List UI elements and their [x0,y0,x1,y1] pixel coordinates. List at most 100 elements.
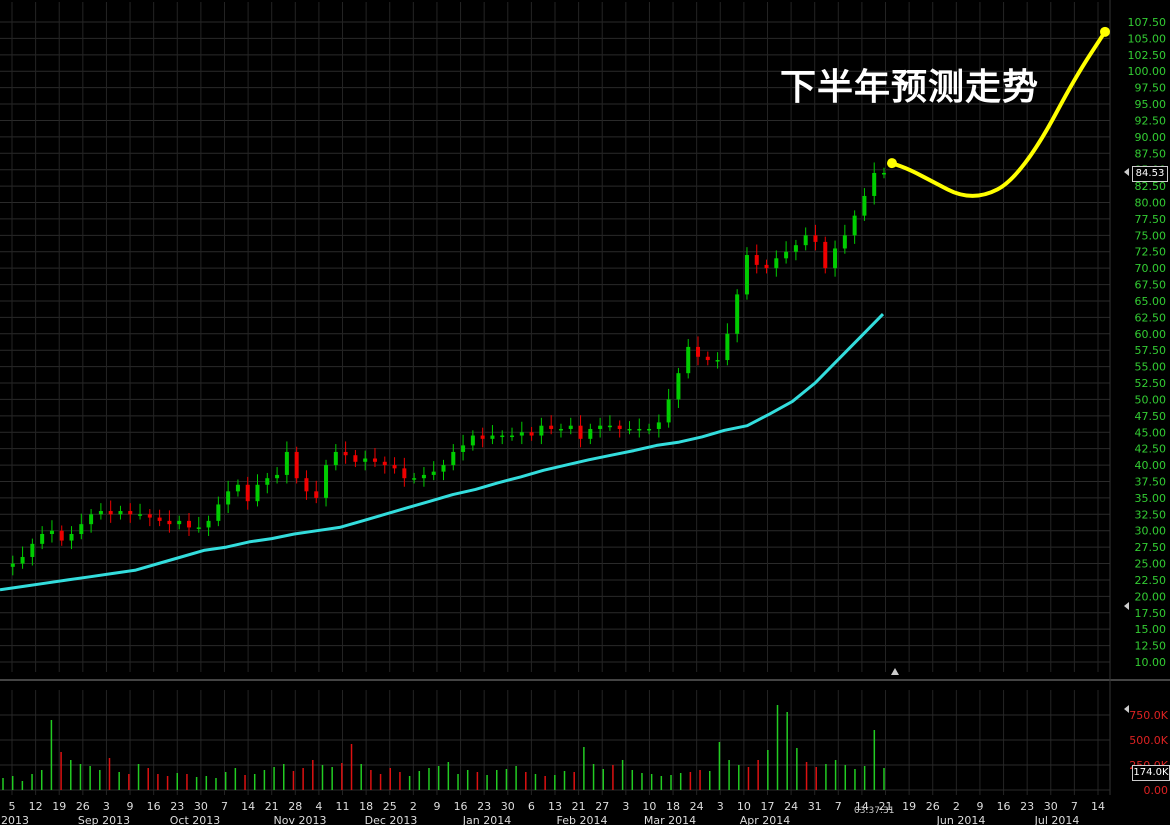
x-tick-label: 23 [170,800,184,813]
x-tick-label: 19 [902,800,916,813]
axes: 107.50105.00102.50100.0097.5095.0092.509… [1,16,1169,825]
forecast-start-dot [887,158,897,169]
y-tick-label: 100.00 [1128,65,1167,78]
x-month-label: Dec 2013 [365,814,418,825]
candle-body [49,530,54,534]
candle-body [725,333,730,361]
candle-body [774,258,779,269]
x-tick-label: 10 [642,800,656,813]
candle-body [852,215,857,236]
candle-body [255,484,260,502]
y-tick-label: 42.50 [1135,443,1167,456]
candle-body [20,556,25,564]
candle-body [784,251,789,259]
x-tick-label: 9 [127,800,134,813]
x-tick-label: 27 [595,800,609,813]
moving-average [0,313,885,592]
y-tick-label: 95.00 [1135,98,1167,111]
x-tick-label: 7 [835,800,842,813]
x-tick-label: 25 [383,800,397,813]
vol-y-tick-label: 750.0K [1129,709,1168,722]
y-tick-label: 70.00 [1135,262,1167,275]
candle-body [451,451,456,466]
x-month-label: Mar 2014 [644,814,696,825]
x-month-label: Oct 2013 [170,814,221,825]
y-tick-label: 107.50 [1128,16,1167,29]
candle-body [656,422,661,429]
y-tick-label: 52.50 [1135,377,1167,390]
y-tick-label: 37.50 [1135,475,1167,488]
y-tick-label: 17.50 [1135,607,1167,620]
candle-body [98,511,103,515]
candle-body [275,474,280,479]
candle-body [744,255,749,295]
x-tick-label: 3 [103,800,110,813]
candle-body [177,520,182,525]
y-tick-label: 65.00 [1135,295,1167,308]
y-tick-label: 57.50 [1135,344,1167,357]
y-tick-label: 90.00 [1135,131,1167,144]
x-tick-label: 7 [1071,800,1078,813]
candle-body [803,235,808,246]
candle-body [421,474,426,479]
last-volume-label: 174.0K [1132,765,1170,781]
candle-body [519,432,524,436]
candle-body [735,294,740,334]
y-tick-label: 87.50 [1135,147,1167,160]
y-tick-label: 97.50 [1135,82,1167,95]
forecast-line [890,29,1107,198]
candle-body [617,425,622,429]
candle-body [186,520,191,528]
candle-body [813,235,818,242]
candle-body [265,478,270,485]
last-price-label: 84.53 [1132,166,1168,182]
x-tick-label: 14 [1091,800,1105,813]
x-tick-label: 31 [808,800,822,813]
x-tick-label: 2 [410,800,417,813]
volume-bars [2,705,885,790]
candle-body [40,534,45,544]
timestamp-label: 03:37:31 [854,806,895,816]
x-tick-label: 28 [288,800,302,813]
vol-y-tick-label: 500.0K [1129,734,1168,747]
candle-body [118,511,123,515]
y-tick-label: 102.50 [1128,49,1167,62]
x-month-label: Jan 2014 [462,814,511,825]
x-tick-label: 6 [528,800,535,813]
candle-body [363,458,368,462]
vol-pointer-icon [1124,705,1129,713]
candle-body [647,428,652,431]
x-tick-label: 26 [76,800,90,813]
candle-body [764,264,769,269]
x-tick-label: 26 [926,800,940,813]
candle-body [69,534,74,541]
candle-body [59,530,64,541]
x-tick-label: 17 [760,800,774,813]
candle-body [314,491,319,498]
y-tick-label: 32.50 [1135,508,1167,521]
candle-body [715,360,720,362]
candle-body [842,235,847,249]
candle-body [568,425,573,429]
x-tick-label: 7 [221,800,228,813]
candle-body [382,461,387,466]
candle-body [588,428,593,439]
candle-body [372,458,377,462]
y-tick-label: 30.00 [1135,525,1167,538]
y-tick-label: 20.00 [1135,590,1167,603]
x-tick-label: 5 [9,800,16,813]
x-month-label: Jul 2014 [1034,814,1080,825]
candle-body [10,563,15,567]
y-tick-label: 55.00 [1135,361,1167,374]
y-tick-label: 10.00 [1135,656,1167,669]
candle-body [686,346,691,374]
candle-body [882,172,886,175]
y-tick-label: 45.00 [1135,426,1167,439]
candle-body [637,428,642,431]
y-tick-label: 40.00 [1135,459,1167,472]
y-tick-label: 105.00 [1128,32,1167,45]
candle-body [872,172,877,196]
candle-body [862,195,867,216]
x-tick-label: 21 [265,800,279,813]
candle-body [304,478,309,492]
